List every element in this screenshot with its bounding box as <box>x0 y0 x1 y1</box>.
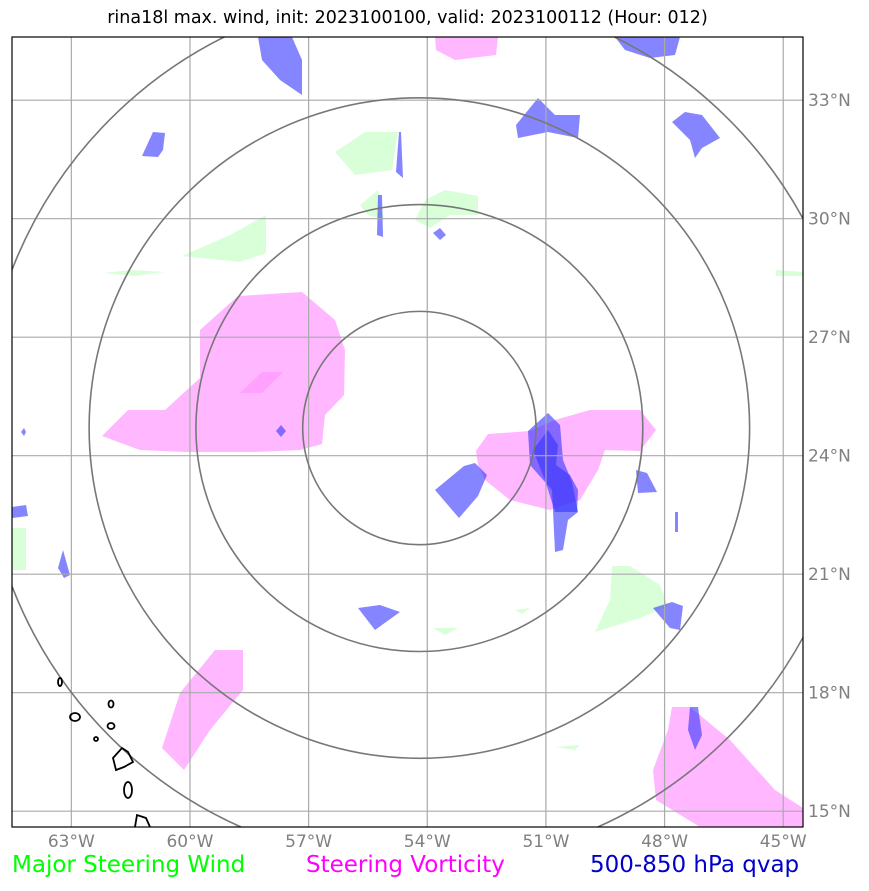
range-ring <box>195 203 644 653</box>
range-rings <box>12 37 803 827</box>
longitude-tick-label: 60°W <box>166 832 213 852</box>
latitude-tick-label: 15°N <box>808 802 851 822</box>
qvap-shading <box>12 37 720 750</box>
latitude-tick-label: 21°N <box>808 565 851 585</box>
latitude-tick-label: 18°N <box>808 684 851 704</box>
longitude-tick-label: 45°W <box>760 832 807 852</box>
plot-area <box>12 37 803 827</box>
latitude-tick-label: 30°N <box>808 210 851 230</box>
legend-steering-wind: Major Steering Wind <box>12 852 246 878</box>
legend-steering-vorticity: Steering Vorticity <box>306 852 505 878</box>
map-title: rina18l max. wind, init: 2023100100, val… <box>107 8 708 28</box>
range-ring <box>88 97 751 760</box>
latitude-labels: 33°N 30°N 27°N 24°N 21°N 18°N 15°N <box>808 91 851 822</box>
longitude-tick-label: 54°W <box>404 832 451 852</box>
longitude-tick-label: 57°W <box>285 832 332 852</box>
longitude-tick-label: 48°W <box>641 832 688 852</box>
longitude-labels: 63°W 60°W 57°W 54°W 51°W 48°W 45°W <box>48 832 807 852</box>
longitude-tick-label: 51°W <box>522 832 569 852</box>
coastline <box>57 677 151 827</box>
longitude-tick-label: 63°W <box>48 832 95 852</box>
latitude-tick-label: 33°N <box>808 91 851 111</box>
plot-frame <box>11 36 804 828</box>
range-ring <box>301 310 537 546</box>
latitude-tick-label: 24°N <box>808 447 851 467</box>
legend-qvap: 500-850 hPa qvap <box>590 852 800 878</box>
latitude-tick-label: 27°N <box>808 328 851 348</box>
graticule <box>12 37 803 827</box>
